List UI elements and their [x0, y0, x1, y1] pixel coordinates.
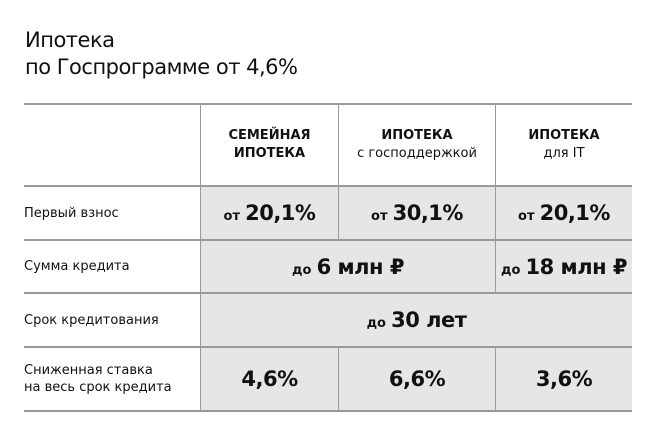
row-label: Сумма кредита [24, 239, 201, 293]
value: 6 млн ₽ [316, 254, 405, 279]
column-header-line: ИПОТЕКА [528, 128, 600, 143]
value: 6,6% [388, 367, 446, 391]
value: 20,1% [245, 201, 316, 225]
value: 4,6% [241, 367, 298, 391]
value-cell: от 20,1% [495, 185, 632, 240]
column-header-line: ИПОТЕКА [233, 146, 306, 161]
column-header-line: ИПОТЕКА [381, 128, 453, 143]
empty-header-cell [24, 103, 201, 186]
value-cell: до 18 млн ₽ [495, 239, 632, 293]
value-cell: до 6 млн ₽ [200, 239, 496, 293]
value-prefix: от [518, 209, 535, 224]
table-row: Срок кредитования до 30 лет [24, 292, 632, 347]
column-header-state-support: ИПОТЕКА с господдержкой [338, 103, 496, 186]
value: 3,6% [535, 367, 593, 391]
header-row: СЕМЕЙНАЯ ИПОТЕКА ИПОТЕКА с господдержкой И… [24, 103, 632, 186]
column-header-line: СЕМЕЙНАЯ [228, 128, 311, 143]
page-title: Ипотека по Госпрограмме от 4,6% [25, 27, 298, 81]
column-header-line: для IT [543, 146, 585, 161]
value-prefix: от [223, 209, 240, 224]
value-prefix: от [371, 209, 388, 224]
table-row: Сниженная ставка на весь срок кредита 4,6… [24, 346, 632, 412]
value-cell: от 30,1% [338, 185, 496, 240]
value-cell: до 30 лет [200, 292, 632, 347]
value-cell: 3,6% [495, 346, 632, 412]
column-header-line: с господдержкой [357, 146, 477, 161]
value-prefix: до [366, 316, 386, 331]
row-label-line: Сниженная ставка [24, 363, 153, 378]
row-label: Срок кредитования [24, 292, 201, 347]
row-label-line: на весь срок кредита [24, 380, 172, 395]
value: 30 лет [391, 308, 467, 332]
table-row: Сумма кредита до 6 млн ₽ до 18 млн ₽ [24, 239, 632, 293]
value-prefix: до [500, 262, 521, 278]
row-label: Сниженная ставка на весь срок кредита [24, 346, 201, 412]
value: 20,1% [539, 201, 611, 225]
value-cell: от 20,1% [200, 185, 339, 240]
value: 30,1% [392, 201, 464, 225]
value: 18 млн ₽ [525, 254, 628, 279]
title-line-1: Ипотека [25, 28, 115, 52]
value-cell: 4,6% [200, 346, 339, 412]
mortgage-comparison-table: СЕМЕЙНАЯ ИПОТЕКА ИПОТЕКА с господдержкой И… [24, 103, 632, 412]
row-label: Первый взнос [24, 185, 201, 240]
column-header-family: СЕМЕЙНАЯ ИПОТЕКА [200, 103, 339, 186]
column-header-it: ИПОТЕКА для IT [495, 103, 632, 186]
value-prefix: до [292, 262, 312, 278]
table-row: Первый взнос от 20,1% от 30,1% от 20,1% [24, 185, 632, 240]
value-cell: 6,6% [338, 346, 496, 412]
title-line-2: по Госпрограмме от 4,6% [25, 55, 298, 79]
